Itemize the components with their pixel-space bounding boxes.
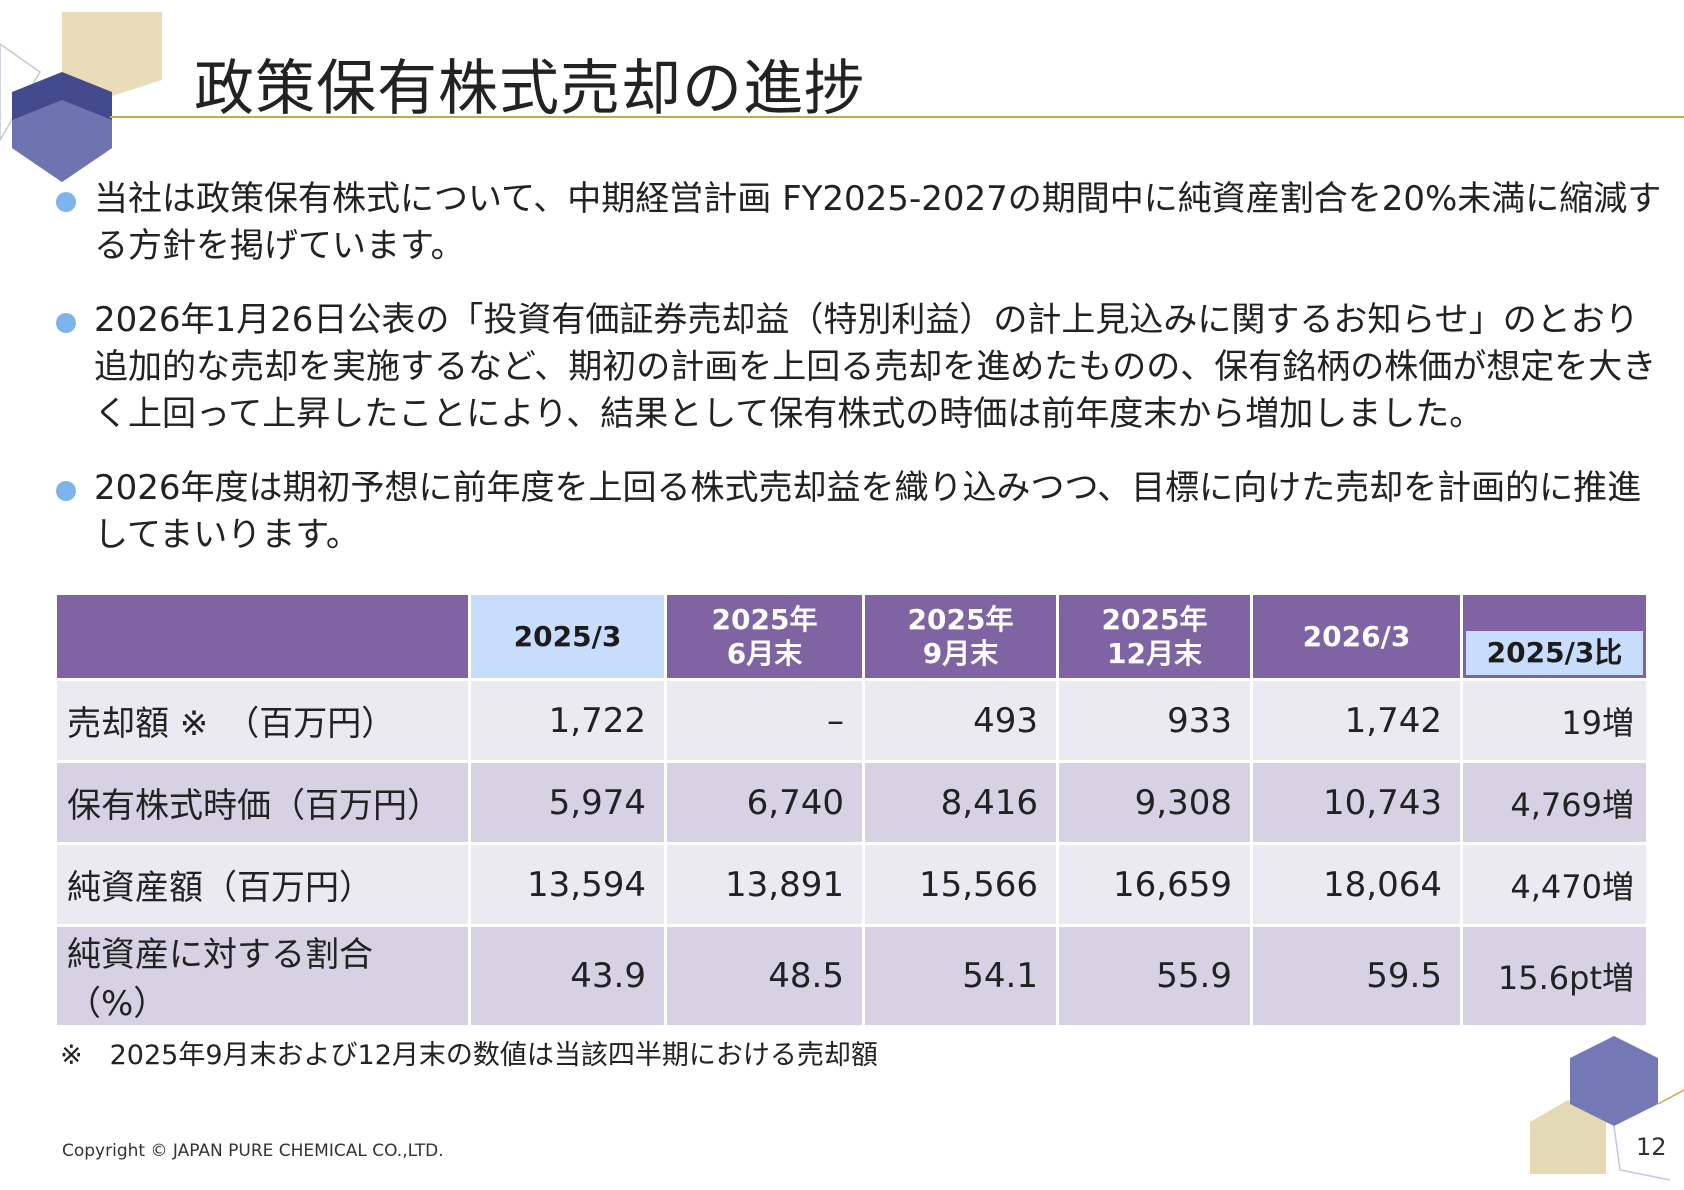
bullet-dot-icon — [56, 481, 76, 501]
bullet-text: 当社は政策保有株式について、中期経営計画 FY2025-2027の期間中に純資産… — [94, 179, 1662, 266]
row-label: 純資産に対する割合（%） — [54, 924, 471, 1028]
table-row: 純資産に対する割合（%） 43.9 48.5 54.1 55.9 59.5 15… — [54, 924, 1649, 1028]
header-label: 2025年 — [711, 602, 818, 636]
header-2025-june: 2025年 6月末 — [664, 592, 865, 681]
change-cell: 15.6pt増 — [1460, 924, 1649, 1028]
header-label: 2025年 — [907, 602, 1014, 636]
table-cell: 18,064 — [1250, 842, 1463, 927]
row-label: 売却額 ※ （百万円） — [54, 678, 471, 763]
header-vs-2025-3: 2025/3比 — [1460, 592, 1649, 681]
holdings-table: 2025/3 2025年 6月末 2025年 9月末 2025年 12月末 2026/… — [54, 592, 1649, 1028]
change-cell: 4,470増 — [1460, 842, 1649, 927]
bullet-dot-icon — [56, 313, 76, 333]
row-label: 純資産額（百万円） — [54, 842, 471, 927]
title-underline — [110, 116, 1684, 118]
header-label: 6月末 — [726, 636, 803, 670]
table-cell: 54.1 — [862, 924, 1059, 1028]
header-2026-3: 2026/3 — [1250, 592, 1463, 681]
change-cell: 4,769増 — [1460, 760, 1649, 845]
table-row: 保有株式時価（百万円） 5,974 6,740 8,416 9,308 10,7… — [54, 760, 1649, 845]
table-cell: 15,566 — [862, 842, 1059, 927]
header-label: 2025年 — [1101, 602, 1208, 636]
header-2025-3: 2025/3 — [468, 592, 667, 681]
table-header-row: 2025/3 2025年 6月末 2025年 9月末 2025年 12月末 2026/… — [54, 592, 1649, 681]
table-cell: 43.9 — [468, 924, 667, 1028]
table-cell: 59.5 — [1250, 924, 1463, 1028]
row-label: 保有株式時価（百万円） — [54, 760, 471, 845]
hexagon-decoration-top-left — [0, 12, 162, 182]
header-blank — [54, 592, 471, 681]
copyright-text: Copyright © JAPAN PURE CHEMICAL CO.,LTD. — [62, 1141, 444, 1161]
table-row: 純資産額（百万円） 13,594 13,891 15,566 16,659 18… — [54, 842, 1649, 927]
header-label: 2025/3 — [513, 619, 622, 653]
header-2025-sept: 2025年 9月末 — [862, 592, 1059, 681]
footnote: ※ 2025年9月末および12月末の数値は当該四半期における売却額 — [60, 1040, 878, 1071]
header-label: 12月末 — [1107, 636, 1202, 670]
header-2025-dec: 2025年 12月末 — [1056, 592, 1253, 681]
bullet-item: 当社は政策保有株式について、中期経営計画 FY2025-2027の期間中に純資産… — [56, 176, 1666, 270]
bullet-text: 2026年1月26日公表の「投資有価証券売却益（特別利益）の計上見込みに関するお… — [94, 300, 1657, 434]
table-cell: 9,308 — [1056, 760, 1253, 845]
table-cell: 8,416 — [862, 760, 1059, 845]
table-cell: – — [664, 678, 865, 763]
table-cell: 1,722 — [468, 678, 667, 763]
bullet-dot-icon — [56, 192, 76, 212]
table-cell: 6,740 — [664, 760, 865, 845]
bullet-item: 2026年度は期初予想に前年度を上回る株式売却益を織り込みつつ、目標に向けた売却… — [56, 465, 1666, 559]
table-cell: 16,659 — [1056, 842, 1253, 927]
table-cell: 10,743 — [1250, 760, 1463, 845]
table-cell: 13,891 — [664, 842, 865, 927]
table-cell: 55.9 — [1056, 924, 1253, 1028]
table-cell: 933 — [1056, 678, 1253, 763]
change-cell: 19増 — [1460, 678, 1649, 763]
page-number: 12 — [1636, 1133, 1667, 1161]
bullet-item: 2026年1月26日公表の「投資有価証券売却益（特別利益）の計上見込みに関するお… — [56, 297, 1666, 438]
bullet-text: 2026年度は期初予想に前年度を上回る株式売却益を織り込みつつ、目標に向けた売却… — [94, 468, 1642, 555]
hexagon-decoration-bottom-right — [1530, 1036, 1684, 1181]
header-label: 2025/3比 — [1466, 631, 1643, 675]
header-label: 9月末 — [922, 636, 999, 670]
table-row: 売却額 ※ （百万円） 1,722 – 493 933 1,742 19増 — [54, 678, 1649, 763]
table-cell: 493 — [862, 678, 1059, 763]
page-title: 政策保有株式売却の進捗 — [194, 54, 865, 124]
table-cell: 5,974 — [468, 760, 667, 845]
table-cell: 48.5 — [664, 924, 865, 1028]
bullet-list: 当社は政策保有株式について、中期経営計画 FY2025-2027の期間中に純資産… — [56, 176, 1666, 586]
table-cell: 1,742 — [1250, 678, 1463, 763]
header-label: 2026/3 — [1302, 619, 1411, 653]
table-cell: 13,594 — [468, 842, 667, 927]
